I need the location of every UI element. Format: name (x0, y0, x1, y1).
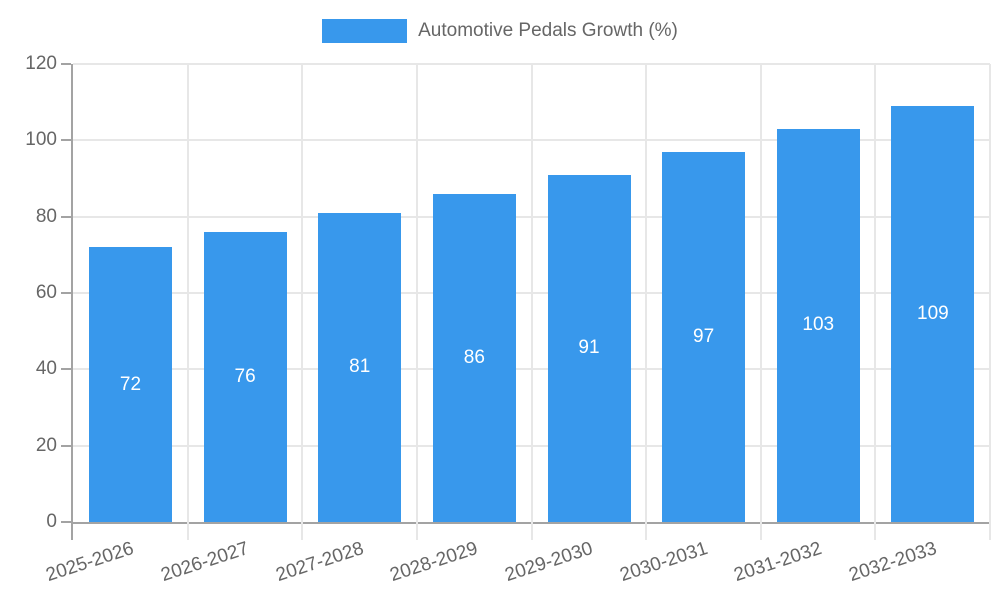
bar-value-label: 103 (802, 314, 835, 336)
legend[interactable]: Automotive Pedals Growth (%) (0, 19, 1000, 43)
legend-swatch (322, 19, 408, 43)
y-tick-label-0: 0 (46, 511, 57, 532)
bar-value-label: 109 (917, 302, 949, 324)
x-tick-label-2032-2033: 2032-2033 (846, 538, 940, 587)
y-tick-label-20: 20 (35, 434, 57, 456)
x-tick-label-2027-2028: 2027-2028 (273, 538, 367, 587)
bar-2030-2031[interactable]: 97 (662, 151, 746, 522)
v-gridline-7 (874, 64, 877, 540)
v-gridline-3 (415, 64, 418, 540)
bar-2029-2030[interactable]: 91 (547, 174, 631, 522)
y-axis-line (71, 64, 73, 540)
h-gridline-120 (73, 63, 990, 65)
bar-value-label: 81 (349, 356, 371, 378)
bar-2032-2033[interactable]: 109 (891, 105, 975, 522)
x-tick-label-2026-2027: 2026-2027 (158, 538, 252, 587)
x-tick-label-2025-2026: 2025-2026 (43, 538, 137, 587)
y-tick-mark-0 (61, 521, 71, 523)
bar-2028-2029[interactable]: 86 (432, 193, 516, 522)
v-gridline-5 (645, 64, 648, 540)
x-tick-label-2030-2031: 2030-2031 (617, 538, 710, 587)
v-gridline-4 (530, 64, 533, 540)
y-tick-label-120: 120 (25, 53, 57, 74)
bar-2027-2028[interactable]: 81 (318, 212, 402, 522)
x-tick-label-2031-2032: 2031-2032 (731, 538, 825, 587)
x-tick-label-2029-2030: 2029-2030 (502, 538, 596, 587)
v-gridline-6 (759, 64, 762, 540)
y-tick-mark-80 (61, 215, 71, 218)
y-tick-mark-40 (61, 368, 71, 371)
v-gridline-2 (301, 64, 304, 540)
y-tick-mark-60 (61, 292, 71, 294)
x-axis-line (71, 522, 990, 524)
plot-area: 0 20 40 60 80 100 120 72 76 81 86 91 97 103 109 2025-20… (25, 53, 991, 586)
legend-label: Automotive Pedals Growth (%) (418, 20, 678, 41)
y-tick-label-60: 60 (35, 282, 57, 303)
bar-value-label: 76 (234, 365, 256, 387)
bar-2026-2027[interactable]: 76 (203, 231, 287, 522)
bar-value-label: 86 (463, 346, 485, 368)
x-tick-label-2028-2029: 2028-2029 (387, 538, 481, 587)
bar-value-label: 97 (693, 325, 715, 347)
y-tick-mark-100 (61, 139, 71, 142)
y-tick-mark-120 (61, 63, 71, 65)
bar-value-label: 72 (119, 373, 142, 395)
bar-2031-2032[interactable]: 103 (776, 128, 860, 522)
y-tick-mark-20 (61, 444, 71, 447)
y-tick-label-100: 100 (25, 129, 57, 151)
v-gridline-1 (186, 64, 189, 540)
y-tick-label-40: 40 (35, 358, 57, 380)
bar-2025-2026[interactable]: 72 (89, 247, 172, 522)
v-gridline-8 (989, 64, 991, 540)
y-tick-label-80: 80 (35, 205, 57, 227)
bar-value-label: 91 (578, 337, 600, 359)
